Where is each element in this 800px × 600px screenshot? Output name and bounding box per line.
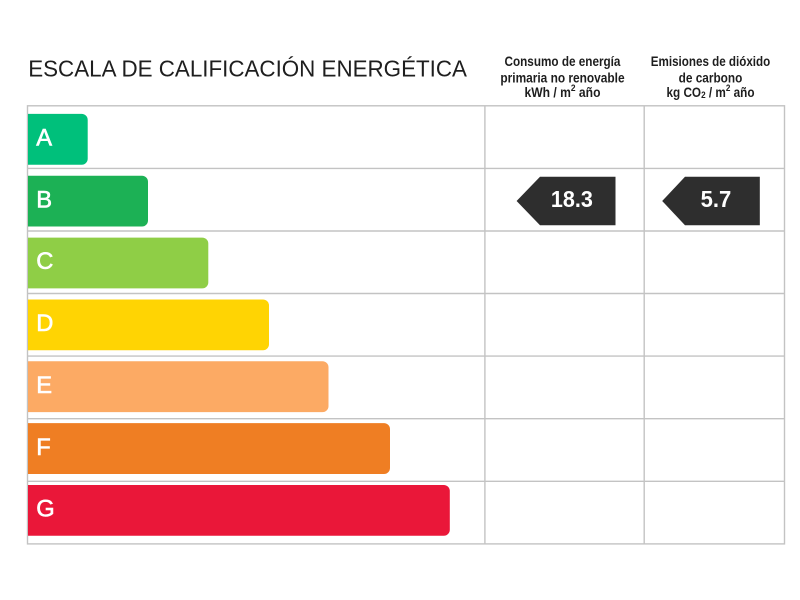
svg-text:kg CO2 / m2 año: kg CO2 / m2 año	[666, 83, 754, 101]
svg-text:G: G	[36, 497, 54, 523]
svg-text:18.3: 18.3	[551, 186, 593, 212]
svg-text:primaria no renovable: primaria no renovable	[500, 71, 624, 86]
svg-text:de carbono: de carbono	[679, 71, 743, 86]
svg-text:D: D	[36, 311, 53, 337]
svg-text:A: A	[36, 126, 52, 152]
svg-text:B: B	[36, 187, 52, 213]
svg-text:Emisiones de dióxido: Emisiones de dióxido	[651, 54, 771, 69]
svg-text:E: E	[36, 373, 52, 399]
svg-text:kWh / m2 año: kWh / m2 año	[524, 83, 600, 101]
svg-text:ESCALA DE CALIFICACIÓN ENERGÉT: ESCALA DE CALIFICACIÓN ENERGÉTICA	[28, 55, 467, 82]
svg-text:Consumo de energía: Consumo de energía	[505, 54, 622, 69]
svg-text:C: C	[36, 249, 53, 275]
svg-text:F: F	[36, 435, 50, 461]
svg-text:5.7: 5.7	[701, 186, 732, 211]
